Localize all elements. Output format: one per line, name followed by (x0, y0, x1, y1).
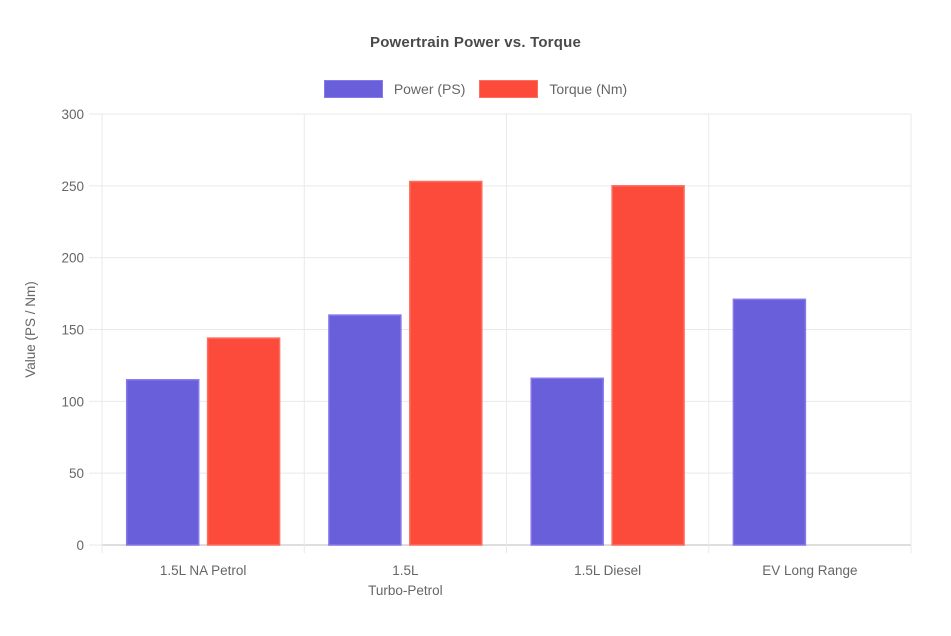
bar-torque-1[interactable] (409, 180, 483, 546)
bar-chart: 0 50 100 150 200 250 300 Value (PS / Nm) 1.5L NA… (23, 107, 912, 598)
y-tick-label: 50 (69, 466, 84, 481)
power-series-swatch (323, 80, 383, 98)
x-category-label: 1.5L NA Petrol (160, 563, 247, 578)
y-tick-label: 0 (76, 538, 84, 553)
y-axis-title: Value (PS / Nm) (23, 281, 38, 378)
torque-series-swatch (479, 80, 539, 98)
y-tick-label: 250 (61, 179, 84, 194)
x-category-label: EV Long Range (762, 563, 857, 578)
x-category-label: 1.5L (392, 563, 419, 578)
y-tick-label: 100 (61, 394, 84, 409)
legend-item-torque[interactable]: Torque (Nm) (479, 80, 627, 98)
chart-title: Powertrain Power vs. Torque (369, 34, 581, 51)
power-series-label: Power (PS) (393, 81, 466, 97)
bar-power-2[interactable] (530, 377, 604, 546)
y-tick-label: 150 (61, 323, 84, 338)
x-category-label: 1.5L Diesel (574, 563, 641, 578)
x-category-label: Turbo-Petrol (368, 583, 443, 598)
legend-item-power[interactable]: Power (PS) (323, 80, 466, 98)
y-tick-label: 200 (61, 251, 84, 266)
bar-power-1[interactable] (328, 314, 402, 546)
bar-power-0[interactable] (125, 379, 200, 546)
y-tick-label: 300 (61, 107, 84, 122)
bar-torque-0[interactable] (206, 337, 281, 546)
chart-legend: Power (PS) Torque (Nm) (0, 80, 951, 98)
bar-torque-2[interactable] (611, 185, 685, 546)
torque-series-label: Torque (Nm) (549, 81, 628, 97)
bar-power-3[interactable] (732, 298, 807, 546)
